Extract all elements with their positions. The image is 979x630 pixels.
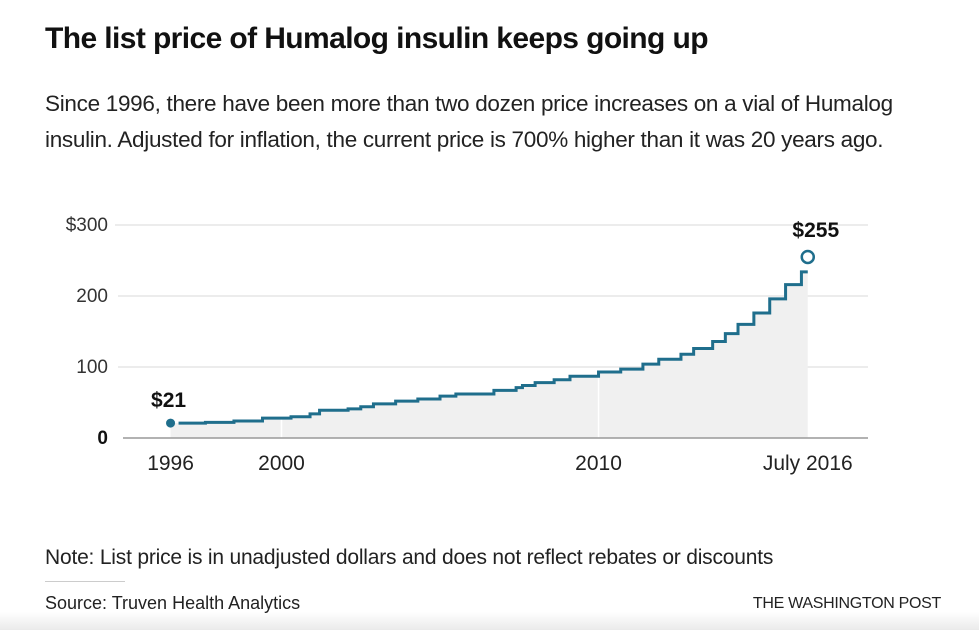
x-tick-labels: 1996 2000 2010 July 2016 xyxy=(147,452,853,475)
price-chart: $300 200 100 0 1996 2000 2010 July 2016 $21 $25… xyxy=(66,215,868,475)
divider xyxy=(45,581,125,582)
x-tick-label: July 2016 xyxy=(763,452,853,475)
area-fill xyxy=(170,256,808,438)
x-tick-label: 1996 xyxy=(147,452,194,475)
y-tick-label: $300 xyxy=(66,215,108,236)
data-label: $255 xyxy=(792,219,839,242)
vertical-gridlines xyxy=(280,371,600,438)
publisher-credit: THE WASHINGTON POST xyxy=(752,595,941,612)
y-tick-label: 0 xyxy=(97,428,108,449)
y-tick-label: 100 xyxy=(76,357,108,378)
price-step-line xyxy=(178,270,808,425)
y-tick-label: 200 xyxy=(76,286,108,307)
x-tick-label: 2010 xyxy=(575,452,622,475)
chart-title: The list price of Humalog insulin keeps … xyxy=(45,22,709,55)
source-label: Source: Truven Health Analytics xyxy=(45,593,301,613)
y-tick-labels: $300 200 100 0 xyxy=(66,215,108,449)
line-layer xyxy=(178,270,808,425)
annotations: $21 $255 xyxy=(151,219,839,428)
end-point-marker xyxy=(800,249,816,265)
data-label: $21 xyxy=(151,389,186,412)
chart-subtitle: Since 1996, there have been more than tw… xyxy=(45,91,893,152)
area-layer xyxy=(170,256,808,438)
footnote: Note: List price is in unadjusted dollar… xyxy=(45,546,774,569)
bottom-fade xyxy=(0,612,979,630)
start-point-marker xyxy=(166,418,176,428)
x-tick-label: 2000 xyxy=(258,452,305,475)
